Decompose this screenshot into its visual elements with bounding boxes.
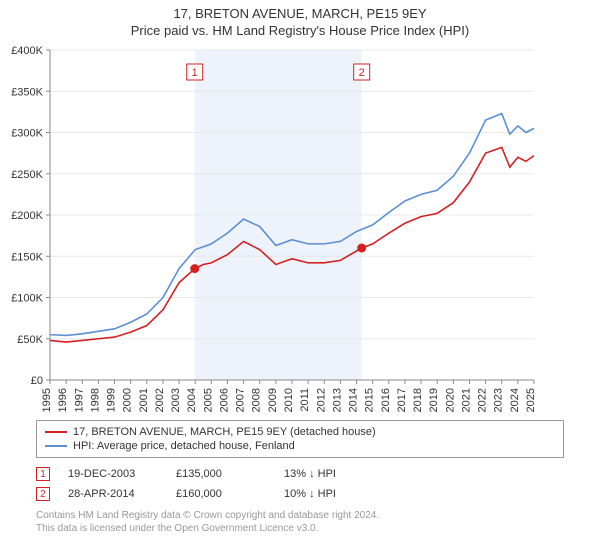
svg-text:£250K: £250K (11, 169, 43, 181)
svg-text:2005: 2005 (202, 388, 214, 412)
svg-text:1999: 1999 (106, 388, 118, 412)
sale-row-1: 1 19-DEC-2003 £135,000 13% ↓ HPI (36, 464, 564, 484)
svg-text:£400K: £400K (11, 46, 43, 57)
legend-box: 17, BRETON AVENUE, MARCH, PE15 9EY (deta… (36, 420, 564, 458)
svg-text:2021: 2021 (460, 388, 472, 412)
svg-text:£150K: £150K (11, 251, 43, 263)
sale-delta-2: 10% ↓ HPI (284, 488, 374, 500)
sales-table: 1 19-DEC-2003 £135,000 13% ↓ HPI 2 28-AP… (36, 464, 564, 504)
svg-text:2018: 2018 (412, 388, 424, 412)
svg-text:1997: 1997 (73, 388, 85, 412)
svg-text:2009: 2009 (267, 388, 279, 412)
sale-date-1: 19-DEC-2003 (68, 468, 158, 480)
svg-text:£300K: £300K (11, 128, 43, 140)
sale-date-2: 28-APR-2014 (68, 488, 158, 500)
footer-line-2: This data is licensed under the Open Gov… (36, 523, 564, 536)
svg-text:2025: 2025 (525, 388, 537, 412)
legend-label-property: 17, BRETON AVENUE, MARCH, PE15 9EY (deta… (73, 426, 376, 438)
svg-text:£350K: £350K (11, 86, 43, 98)
svg-text:£50K: £50K (17, 334, 43, 346)
svg-text:2011: 2011 (299, 388, 311, 412)
svg-text:£200K: £200K (11, 210, 43, 222)
legend-swatch-property (45, 431, 67, 433)
sale-marker-2: 2 (36, 487, 50, 501)
svg-text:2024: 2024 (509, 388, 521, 412)
footer-attribution: Contains HM Land Registry data © Crown c… (36, 510, 564, 535)
footer-line-1: Contains HM Land Registry data © Crown c… (36, 510, 564, 523)
svg-text:1: 1 (192, 67, 198, 79)
svg-text:2016: 2016 (380, 388, 392, 412)
svg-text:2017: 2017 (396, 388, 408, 412)
svg-text:2020: 2020 (444, 388, 456, 412)
svg-text:2000: 2000 (122, 388, 134, 412)
title-line-1: 17, BRETON AVENUE, MARCH, PE15 9EY (0, 6, 600, 21)
sale-price-1: £135,000 (176, 468, 266, 480)
svg-text:2001: 2001 (138, 388, 150, 412)
sale-delta-1: 13% ↓ HPI (284, 468, 374, 480)
svg-text:2015: 2015 (364, 388, 376, 412)
svg-text:1998: 1998 (89, 388, 101, 412)
sale-row-2: 2 28-APR-2014 £160,000 10% ↓ HPI (36, 484, 564, 504)
svg-text:2023: 2023 (493, 388, 505, 412)
sale-price-2: £160,000 (176, 488, 266, 500)
legend-label-hpi: HPI: Average price, detached house, Fenl… (73, 440, 295, 452)
chart-plot-area: £0 £50K £100K £150K £200K £250K £300K £350K £400… (0, 46, 600, 414)
svg-text:2008: 2008 (251, 388, 263, 412)
legend-row-property: 17, BRETON AVENUE, MARCH, PE15 9EY (deta… (45, 425, 555, 439)
svg-text:2014: 2014 (348, 388, 360, 412)
legend-swatch-hpi (45, 445, 67, 447)
svg-text:£0: £0 (31, 375, 43, 387)
svg-text:2022: 2022 (477, 388, 489, 412)
chart-titles: 17, BRETON AVENUE, MARCH, PE15 9EY Price… (0, 0, 600, 38)
svg-text:£100K: £100K (11, 293, 43, 305)
svg-text:2003: 2003 (170, 388, 182, 412)
svg-text:2013: 2013 (331, 388, 343, 412)
svg-text:2002: 2002 (154, 388, 166, 412)
svg-text:1995: 1995 (41, 388, 53, 412)
title-line-2: Price paid vs. HM Land Registry's House … (0, 23, 600, 38)
legend-row-hpi: HPI: Average price, detached house, Fenl… (45, 439, 555, 453)
svg-text:2006: 2006 (218, 388, 230, 412)
svg-text:2012: 2012 (315, 388, 327, 412)
svg-text:2010: 2010 (283, 388, 295, 412)
svg-text:1996: 1996 (57, 388, 69, 412)
svg-text:2: 2 (359, 67, 365, 79)
svg-text:2019: 2019 (428, 388, 440, 412)
sale-marker-1: 1 (36, 467, 50, 481)
chart-svg: £0 £50K £100K £150K £200K £250K £300K £350K £400… (0, 46, 600, 414)
svg-text:2004: 2004 (186, 388, 198, 412)
svg-text:2007: 2007 (235, 388, 247, 412)
